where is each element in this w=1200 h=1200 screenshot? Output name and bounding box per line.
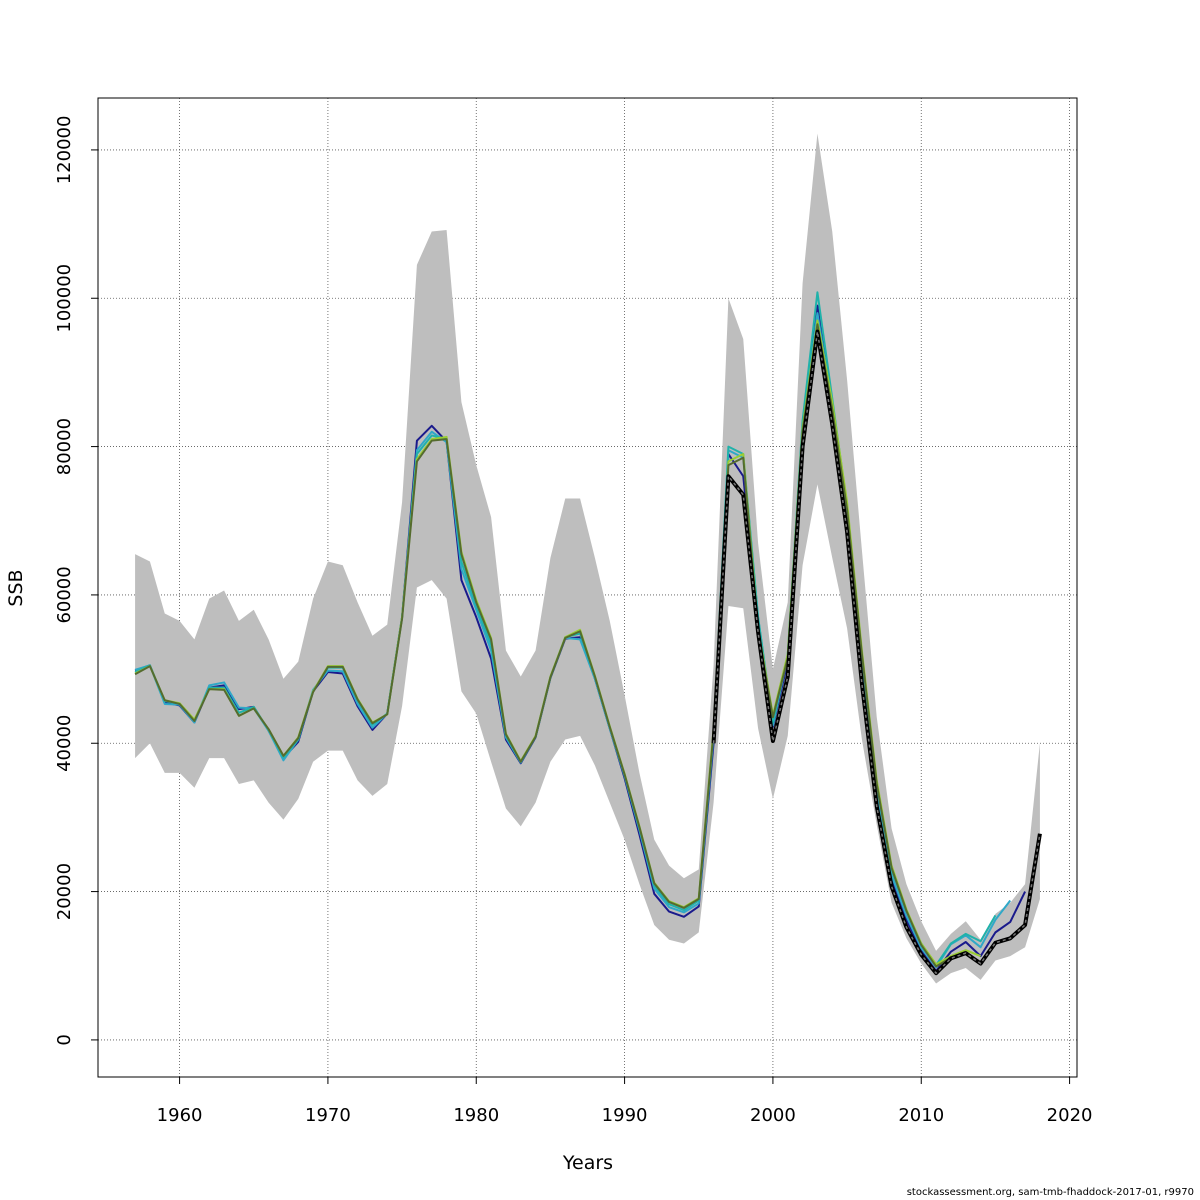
series-line-6-outline xyxy=(711,329,1042,976)
x-tick-label-2000: 2000 xyxy=(750,1105,796,1126)
x-tick-label-2020: 2020 xyxy=(1047,1105,1093,1126)
y-tick-label-20000: 20000 xyxy=(54,863,75,920)
y-tick-label-60000: 60000 xyxy=(54,566,75,623)
series-layer xyxy=(134,291,1042,976)
y-tick-label-40000: 40000 xyxy=(54,715,75,772)
x-tick-label-1980: 1980 xyxy=(453,1105,499,1126)
series-line-6 xyxy=(712,331,1041,975)
confidence-band-layer xyxy=(135,133,1040,984)
y-axis: 0 20000 40000 60000 80000 100000 120000 xyxy=(54,116,98,1046)
y-tick-label-80000: 80000 xyxy=(54,418,75,475)
y-tick-label-0: 0 xyxy=(54,1034,75,1045)
x-tick-label-2010: 2010 xyxy=(898,1105,944,1126)
x-axis: 1960 1970 1980 1990 2000 2010 2020 xyxy=(157,1077,1093,1126)
x-tick-label-1990: 1990 xyxy=(602,1105,648,1126)
x-tick-label-1960: 1960 xyxy=(157,1105,203,1126)
plot-frame xyxy=(97,97,1078,1078)
confidence-band xyxy=(135,133,1040,984)
source-credit: stockassessment.org, sam-tmb-fhaddock-20… xyxy=(906,1187,1194,1198)
x-axis-title: Years xyxy=(562,1152,613,1174)
y-tick-label-120000: 120000 xyxy=(54,116,75,185)
y-axis-title: SSB xyxy=(5,569,27,606)
y-tick-label-100000: 100000 xyxy=(54,264,75,333)
x-tick-label-1970: 1970 xyxy=(305,1105,351,1126)
